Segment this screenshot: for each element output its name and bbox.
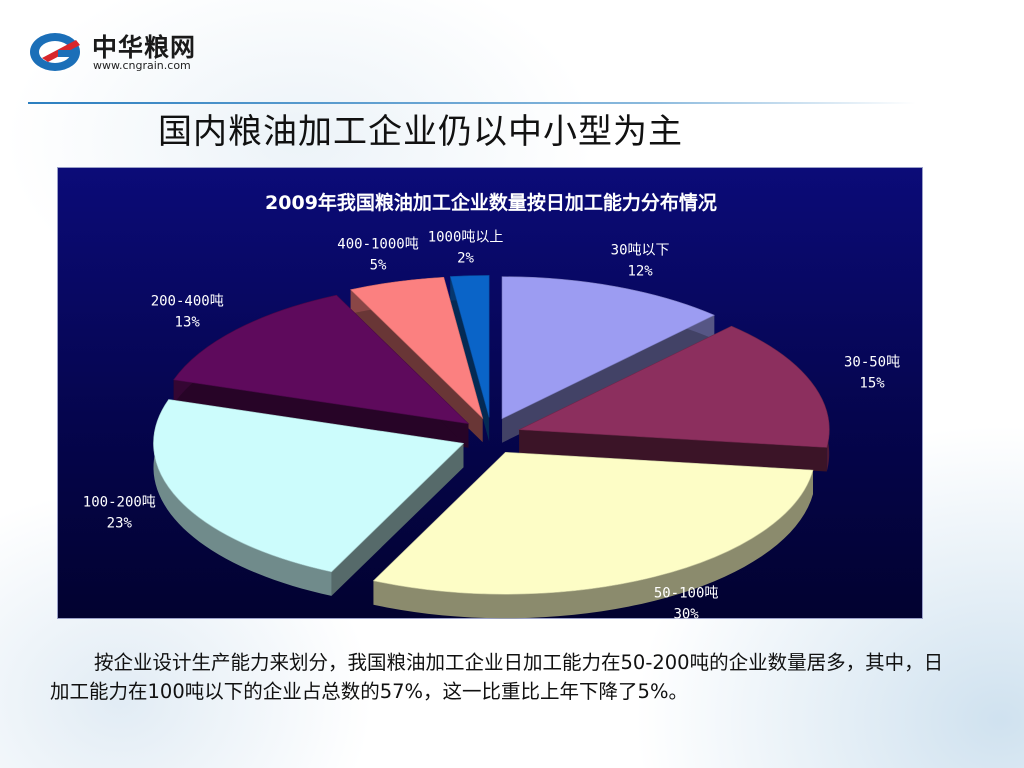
pie-label-value-2: 30% — [673, 606, 699, 620]
pie-label-category-0: 30吨以下 — [611, 242, 670, 258]
pie-label-value-3: 23% — [107, 515, 133, 531]
pie-label-category-4: 200-400吨 — [151, 293, 224, 309]
pie-slice-side-1-1 — [519, 429, 827, 472]
cngrain-logo: 中华粮网 www.cngrain.com — [28, 26, 228, 78]
pie-slice-side-6-0 — [450, 276, 490, 442]
pie-slice-1 — [518, 325, 830, 472]
pie-label-value-0: 12% — [627, 263, 653, 279]
header-divider — [28, 102, 916, 104]
pie-slice-side-3-0 — [331, 443, 464, 596]
pie-slice-top-0 — [501, 276, 715, 420]
pie-slice-top-2 — [372, 451, 814, 595]
pie-label-category-6: 1000吨以上 — [428, 229, 504, 245]
logo-name: 中华粮网 — [92, 33, 197, 62]
logo-url: www.cngrain.com — [93, 59, 191, 72]
cngrain-logo-icon — [30, 33, 80, 71]
pie-slice-3 — [153, 399, 465, 596]
pie-label-value-5: 5% — [370, 258, 387, 274]
slide-title: 国内粮油加工企业仍以中小型为主 — [158, 112, 683, 152]
pie-chart: 30吨以下 12% 30-50吨 15% 50-100吨 30% 100-200吨 23% 20… — [83, 229, 900, 620]
pie-slice-rim-3 — [153, 399, 332, 596]
pie-slice-5 — [350, 276, 484, 443]
pie-slice-top-1 — [518, 325, 830, 448]
pie-slice-top-4 — [173, 294, 470, 425]
pie-label-category-3: 100-200吨 — [83, 494, 156, 510]
pie-slice-side-5-0 — [350, 289, 483, 443]
pie-slice-4 — [173, 294, 470, 448]
pie-label-value-4: 13% — [175, 314, 201, 330]
chart-title: 2009年我国粮油加工企业数量按日加工能力分布情况 — [265, 192, 717, 214]
pie-slice-top-6 — [449, 275, 490, 418]
pie-label-category-2: 50-100吨 — [654, 585, 719, 601]
chart-panel: 2009年我国粮油加工企业数量按日加工能力分布情况 30吨以下 12% 30-50吨… — [57, 167, 923, 620]
pie-slice-side-0-1 — [502, 315, 715, 443]
pie-slice-rim-2 — [373, 470, 814, 619]
pie-slice-6 — [449, 275, 490, 442]
pie-slice-0 — [501, 276, 715, 443]
caption-paragraph: 按企业设计生产能力来划分，我国粮油加工企业日加工能力在50-200吨的企业数量居… — [50, 651, 944, 703]
pie-label-value-1: 15% — [859, 376, 885, 392]
pie-slice-2 — [372, 451, 814, 619]
pie-label-category-5: 400-1000吨 — [337, 237, 418, 253]
pie-label-value-6: 2% — [457, 250, 474, 266]
pie-slice-top-3 — [153, 399, 465, 573]
pie-slice-top-5 — [350, 276, 484, 420]
pie-label-category-1: 30-50吨 — [844, 355, 900, 371]
pie-slice-side-4-0 — [173, 379, 469, 448]
